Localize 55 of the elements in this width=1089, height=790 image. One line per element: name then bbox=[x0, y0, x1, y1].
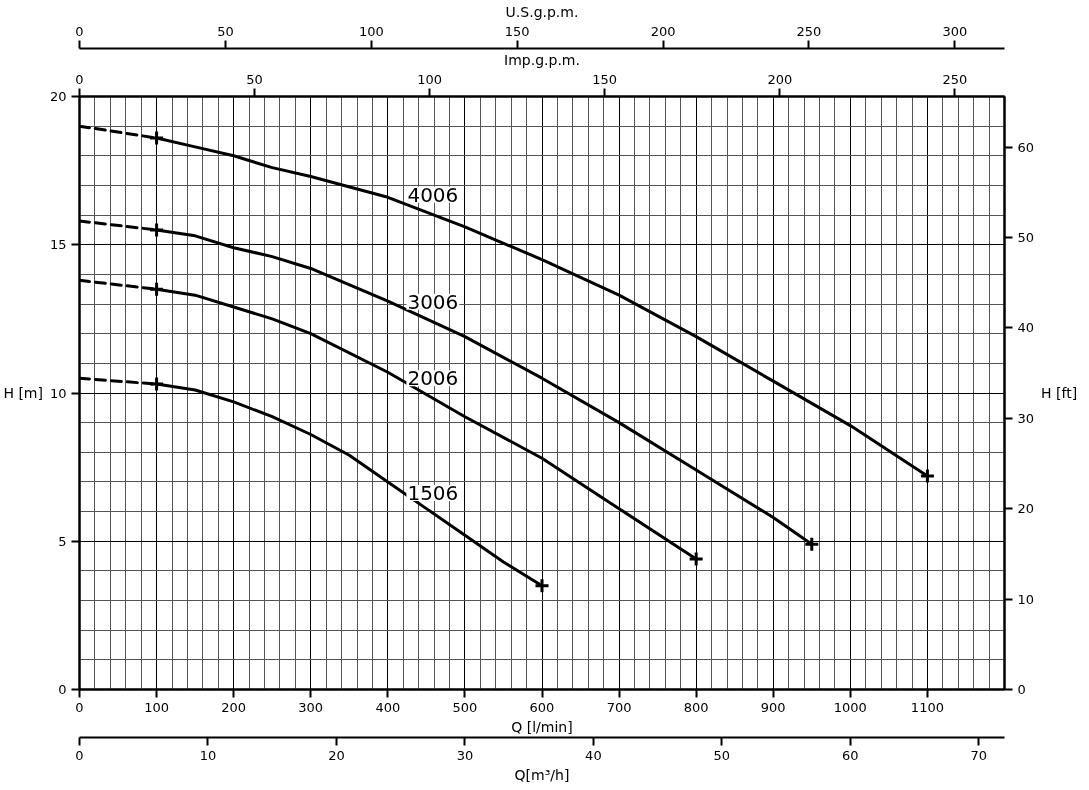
text: 50 bbox=[713, 747, 731, 763]
x-axis-title: Q [l/min] bbox=[511, 718, 573, 735]
y-tick-label: 5 bbox=[58, 533, 67, 549]
x2-tick-label: 200 bbox=[650, 23, 676, 39]
y-tick-label: 10 bbox=[49, 385, 67, 401]
text: 10 bbox=[199, 747, 217, 763]
series-label: 3006 bbox=[407, 289, 459, 314]
x-tick-label: 300 bbox=[298, 699, 324, 715]
y2-axis-title: H [ft] bbox=[1041, 385, 1078, 401]
text: 50 bbox=[246, 71, 263, 87]
text: 0 bbox=[75, 71, 84, 87]
x-tick-label: 900 bbox=[760, 699, 786, 715]
y-tick-label: 15 bbox=[49, 237, 67, 253]
y2-tick-label: 0 bbox=[1017, 682, 1026, 697]
text: 200 bbox=[767, 71, 793, 87]
text: Q[m³/h] bbox=[514, 766, 570, 783]
text: 20 bbox=[328, 747, 345, 763]
x-tick-label: 800 bbox=[683, 699, 709, 715]
x-tick-label: 400 bbox=[375, 699, 401, 715]
x2-tick-label: 150 bbox=[504, 23, 530, 39]
text: 150 bbox=[592, 71, 618, 87]
y2-tick-label: 50 bbox=[1017, 230, 1035, 246]
x2-axis-title: U.S.g.p.m. bbox=[505, 3, 579, 20]
x-tick-label: 1100 bbox=[910, 699, 944, 715]
x2-tick-label: 0 bbox=[75, 23, 84, 39]
y2-tick-label: 20 bbox=[1017, 501, 1035, 517]
text: 0 bbox=[75, 747, 84, 763]
series-label: 1506 bbox=[407, 481, 459, 506]
x-tick-label: 600 bbox=[529, 699, 555, 715]
text: 250 bbox=[942, 71, 968, 87]
x-tick-label: 1000 bbox=[833, 699, 867, 715]
series-label: 2006 bbox=[407, 366, 459, 391]
y-tick-label: 20 bbox=[49, 89, 67, 104]
x2-tick-label: 300 bbox=[942, 23, 968, 39]
x-tick-label: 700 bbox=[606, 699, 632, 715]
y-axis-title: H [m] bbox=[3, 385, 43, 401]
x-tick-label: 0 bbox=[75, 699, 84, 715]
text: 30 bbox=[456, 747, 474, 763]
y2-tick-label: 40 bbox=[1017, 320, 1035, 336]
y2-tick-label: 60 bbox=[1017, 139, 1035, 155]
text: 100 bbox=[417, 71, 443, 87]
text: 40 bbox=[585, 747, 602, 763]
x-tick-label: 500 bbox=[452, 699, 478, 715]
x2-tick-label: 100 bbox=[358, 23, 384, 39]
y2-tick-label: 10 bbox=[1017, 591, 1035, 607]
series-label: 4006 bbox=[407, 182, 459, 207]
text: Imp.g.p.m. bbox=[504, 51, 580, 68]
text: 70 bbox=[970, 747, 988, 763]
x2-tick-label: 50 bbox=[217, 23, 234, 39]
x2-tick-label: 250 bbox=[796, 23, 822, 39]
text: 60 bbox=[842, 747, 859, 763]
x-tick-label: 100 bbox=[144, 699, 169, 715]
x-tick-label: 200 bbox=[221, 699, 247, 715]
y-tick-label: 0 bbox=[58, 682, 67, 697]
y2-tick-label: 30 bbox=[1017, 410, 1035, 426]
